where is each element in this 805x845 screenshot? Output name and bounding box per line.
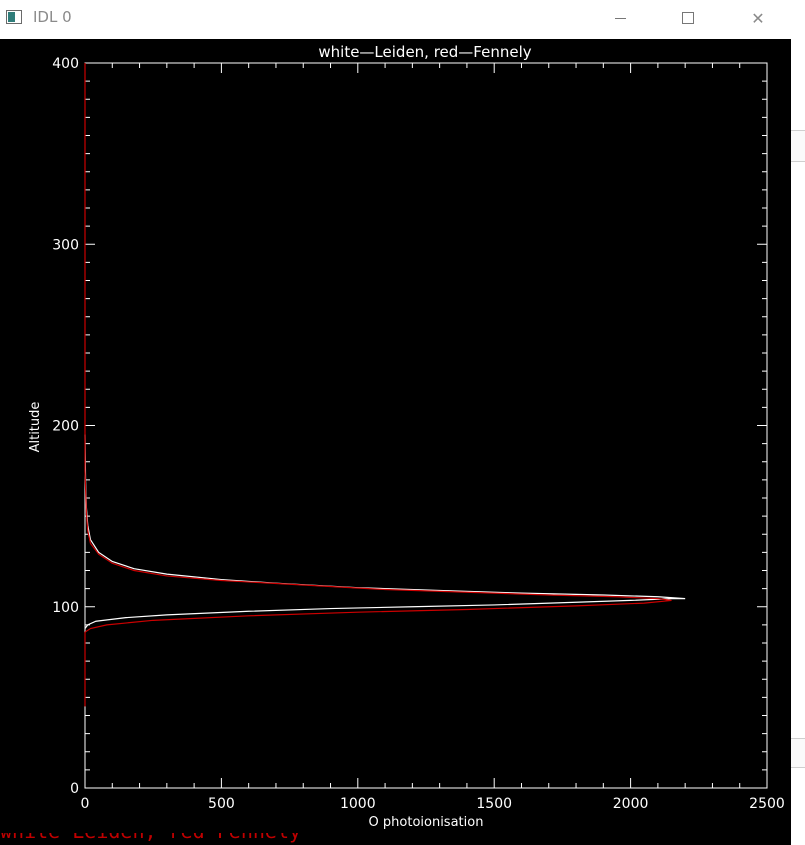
window-titlebar[interactable]: IDL 0 ✕ bbox=[0, 0, 792, 39]
y-tick-label: 0 bbox=[70, 781, 79, 797]
background-scroll-segment bbox=[791, 738, 805, 768]
x-tick-label: 2500 bbox=[749, 796, 785, 812]
axes-frame bbox=[84, 62, 768, 789]
series-line bbox=[84, 63, 672, 633]
x-tick-label: 500 bbox=[208, 796, 235, 812]
close-button[interactable]: ✕ bbox=[735, 0, 781, 36]
close-icon: ✕ bbox=[751, 8, 765, 28]
tick-labels: 0 500 1000 1500 2000 2500 0 100 200 300 400 bbox=[52, 56, 785, 812]
axis-ticks bbox=[84, 62, 768, 789]
minimize-button[interactable] bbox=[597, 0, 643, 36]
y-tick-label: 100 bbox=[52, 600, 79, 616]
y-tick-label: 300 bbox=[52, 237, 79, 253]
x-tick-label: 2000 bbox=[613, 796, 649, 812]
x-tick-label: 1000 bbox=[340, 796, 376, 812]
window-title: IDL 0 bbox=[33, 8, 72, 26]
plot-frame bbox=[84, 62, 768, 789]
data-series bbox=[84, 63, 686, 707]
y-tick-label: 400 bbox=[52, 56, 79, 72]
x-axis-label: O photoionisation bbox=[369, 815, 484, 830]
background-caption: white—Leiden, red—Fennely bbox=[0, 833, 301, 845]
idl-window-icon bbox=[6, 10, 22, 24]
y-tick-label: 200 bbox=[52, 419, 79, 435]
y-axis-label: Altitude bbox=[28, 402, 43, 453]
minimize-icon bbox=[614, 17, 626, 19]
maximize-button[interactable] bbox=[665, 0, 711, 36]
chart-title: white—Leiden, red—Fennely bbox=[318, 43, 531, 61]
maximize-icon bbox=[682, 12, 694, 24]
background-scroll-segment bbox=[791, 130, 805, 162]
plot-canvas bbox=[0, 39, 791, 845]
x-tick-label: 0 bbox=[81, 796, 90, 812]
x-tick-label: 1500 bbox=[476, 796, 512, 812]
series-line bbox=[84, 434, 686, 629]
background-window-edge bbox=[791, 0, 805, 845]
